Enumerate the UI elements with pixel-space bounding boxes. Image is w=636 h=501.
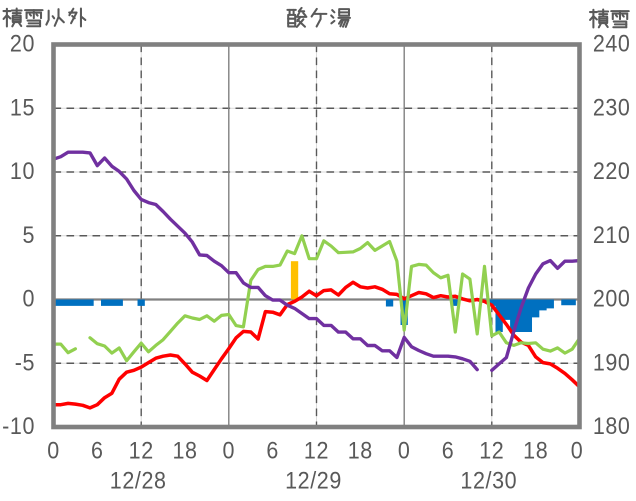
svg-text:12/29: 12/29 <box>285 466 342 493</box>
svg-text:230: 230 <box>593 93 631 120</box>
svg-text:10: 10 <box>10 157 35 184</box>
svg-text:220: 220 <box>593 157 631 184</box>
svg-text:12: 12 <box>304 436 329 463</box>
svg-text:0: 0 <box>223 436 236 463</box>
svg-text:18: 18 <box>172 436 197 463</box>
svg-text:-10: -10 <box>2 412 35 439</box>
svg-text:12: 12 <box>479 436 504 463</box>
svg-text:20: 20 <box>10 29 35 56</box>
svg-text:6: 6 <box>266 436 279 463</box>
svg-text:0: 0 <box>398 436 411 463</box>
svg-text:18: 18 <box>348 436 373 463</box>
svg-text:12/30: 12/30 <box>460 466 517 493</box>
svg-text:200: 200 <box>593 284 631 311</box>
svg-text:210: 210 <box>593 221 631 248</box>
svg-text:240: 240 <box>593 29 631 56</box>
svg-text:0: 0 <box>571 436 584 463</box>
svg-text:15: 15 <box>10 93 35 120</box>
svg-text:190: 190 <box>593 348 631 375</box>
svg-text:12: 12 <box>129 436 154 463</box>
svg-text:0: 0 <box>47 436 60 463</box>
svg-text:18: 18 <box>523 436 548 463</box>
svg-text:5: 5 <box>22 221 35 248</box>
svg-text:6: 6 <box>91 436 104 463</box>
svg-text:180: 180 <box>593 412 631 439</box>
svg-text:0: 0 <box>22 284 35 311</box>
svg-text:12/28: 12/28 <box>110 466 167 493</box>
svg-text:6: 6 <box>442 436 455 463</box>
svg-text:-5: -5 <box>15 348 35 375</box>
